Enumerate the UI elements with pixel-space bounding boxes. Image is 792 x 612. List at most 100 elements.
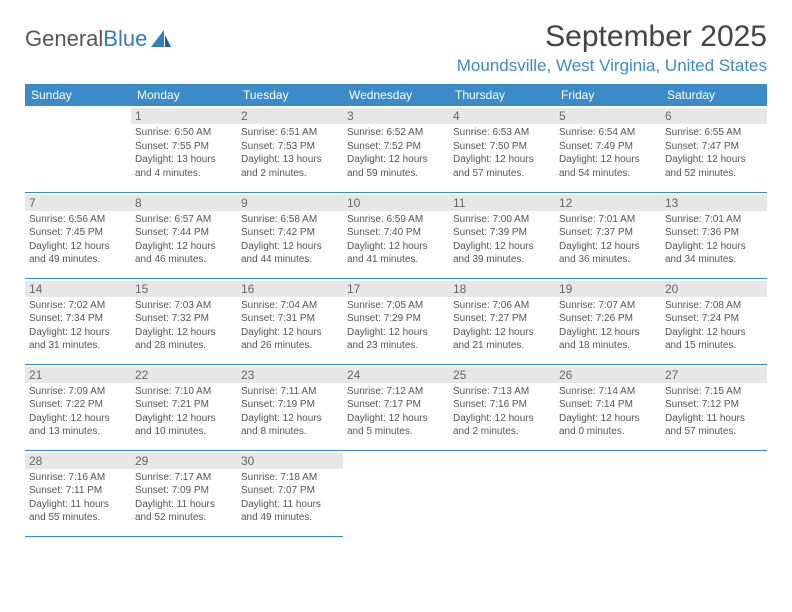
sunrise-text: Sunrise: 6:58 AM [241, 213, 339, 227]
sunrise-text: Sunrise: 6:54 AM [559, 126, 657, 140]
sunset-text: Sunset: 7:27 PM [453, 312, 551, 326]
daylight-text: and 57 minutes. [453, 167, 551, 181]
sunset-text: Sunset: 7:42 PM [241, 226, 339, 240]
sunset-text: Sunset: 7:26 PM [559, 312, 657, 326]
daylight-text: and 13 minutes. [29, 425, 127, 439]
day-number: 22 [131, 367, 237, 383]
daylight-text: and 31 minutes. [29, 339, 127, 353]
daylight-text: and 10 minutes. [135, 425, 233, 439]
daylight-text: and 2 minutes. [453, 425, 551, 439]
daylight-text: and 18 minutes. [559, 339, 657, 353]
sunrise-text: Sunrise: 7:02 AM [29, 299, 127, 313]
calendar-week-row: 21Sunrise: 7:09 AMSunset: 7:22 PMDayligh… [25, 364, 767, 450]
daylight-text: Daylight: 12 hours [29, 240, 127, 254]
calendar-week-row: 1Sunrise: 6:50 AMSunset: 7:55 PMDaylight… [25, 106, 767, 192]
daylight-text: Daylight: 12 hours [559, 326, 657, 340]
sunset-text: Sunset: 7:12 PM [665, 398, 763, 412]
daylight-text: and 28 minutes. [135, 339, 233, 353]
daylight-text: Daylight: 12 hours [241, 412, 339, 426]
calendar-week-row: 7Sunrise: 6:56 AMSunset: 7:45 PMDaylight… [25, 192, 767, 278]
daylight-text: and 49 minutes. [241, 511, 339, 525]
day-number: 27 [661, 367, 767, 383]
day-number: 4 [449, 108, 555, 124]
sunrise-text: Sunrise: 7:16 AM [29, 471, 127, 485]
logo-sail-icon [151, 30, 171, 48]
calendar-week-row: 28Sunrise: 7:16 AMSunset: 7:11 PMDayligh… [25, 450, 767, 536]
sunrise-text: Sunrise: 7:15 AM [665, 385, 763, 399]
sunrise-text: Sunrise: 6:59 AM [347, 213, 445, 227]
daylight-text: and 44 minutes. [241, 253, 339, 267]
day-header: Sunday [25, 84, 131, 106]
day-number: 21 [25, 367, 131, 383]
brand-logo: GeneralBlue [25, 20, 171, 52]
day-number: 9 [237, 195, 343, 211]
daylight-text: Daylight: 13 hours [241, 153, 339, 167]
month-title: September 2025 [457, 20, 767, 54]
calendar-cell: 15Sunrise: 7:03 AMSunset: 7:32 PMDayligh… [131, 278, 237, 364]
day-header: Thursday [449, 84, 555, 106]
sunrise-text: Sunrise: 7:05 AM [347, 299, 445, 313]
day-number: 11 [449, 195, 555, 211]
brand-part2: Blue [103, 26, 147, 51]
calendar-week-row: 14 Sunrise: 7:02 AMSunset: 7:34 PM Dayligh… [25, 278, 767, 364]
daylight-text: Daylight: 12 hours [559, 153, 657, 167]
sunset-text: Sunset: 7:19 PM [241, 398, 339, 412]
daylight-text: Daylight: 12 hours [135, 326, 233, 340]
daylight-text: Daylight: 12 hours [347, 240, 445, 254]
day-number: 7 [25, 195, 131, 211]
sunrise-text: Sunrise: 7:01 AM [665, 213, 763, 227]
day-number: 17 [343, 281, 449, 297]
sunset-text: Sunset: 7:24 PM [665, 312, 763, 326]
sunrise-text: Sunrise: 6:56 AM [29, 213, 127, 227]
sunrise-text: Sunrise: 7:18 AM [241, 471, 339, 485]
daylight-text: and 34 minutes. [665, 253, 763, 267]
calendar-cell: 16Sunrise: 7:04 AMSunset: 7:31 PMDayligh… [237, 278, 343, 364]
calendar-cell: 27Sunrise: 7:15 AMSunset: 7:12 PMDayligh… [661, 364, 767, 450]
daylight-text: Daylight: 12 hours [665, 240, 763, 254]
day-number: 24 [343, 367, 449, 383]
day-header-row: Sunday Monday Tuesday Wednesday Thursday… [25, 84, 767, 106]
calendar-cell: 10Sunrise: 6:59 AMSunset: 7:40 PMDayligh… [343, 192, 449, 278]
day-number: 6 [661, 108, 767, 124]
day-number: 18 [449, 281, 555, 297]
calendar-cell: 18Sunrise: 7:06 AMSunset: 7:27 PMDayligh… [449, 278, 555, 364]
calendar-cell: 30Sunrise: 7:18 AMSunset: 7:07 PMDayligh… [237, 450, 343, 536]
calendar-cell: 11Sunrise: 7:00 AMSunset: 7:39 PMDayligh… [449, 192, 555, 278]
sunset-text: Sunset: 7:49 PM [559, 140, 657, 154]
sunrise-text: Sunrise: 7:07 AM [559, 299, 657, 313]
sunset-text: Sunset: 7:44 PM [135, 226, 233, 240]
sunrise-text: Sunrise: 7:09 AM [29, 385, 127, 399]
calendar-cell: 5Sunrise: 6:54 AMSunset: 7:49 PMDaylight… [555, 106, 661, 192]
brand-part1: General [25, 26, 103, 51]
day-number: 25 [449, 367, 555, 383]
day-number: 16 [237, 281, 343, 297]
calendar-cell: 24Sunrise: 7:12 AMSunset: 7:17 PMDayligh… [343, 364, 449, 450]
sunset-text: Sunset: 7:39 PM [453, 226, 551, 240]
day-header: Wednesday [343, 84, 449, 106]
calendar-cell [555, 450, 661, 536]
sunrise-text: Sunrise: 7:08 AM [665, 299, 763, 313]
daylight-text: and 0 minutes. [559, 425, 657, 439]
sunrise-text: Sunrise: 7:11 AM [241, 385, 339, 399]
daylight-text: and 26 minutes. [241, 339, 339, 353]
calendar-cell: 7Sunrise: 6:56 AMSunset: 7:45 PMDaylight… [25, 192, 131, 278]
daylight-text: and 54 minutes. [559, 167, 657, 181]
daylight-text: Daylight: 11 hours [241, 498, 339, 512]
sunset-text: Sunset: 7:40 PM [347, 226, 445, 240]
sunrise-text: Sunrise: 6:52 AM [347, 126, 445, 140]
daylight-text: and 52 minutes. [665, 167, 763, 181]
daylight-text: Daylight: 12 hours [347, 412, 445, 426]
calendar-cell: 23Sunrise: 7:11 AMSunset: 7:19 PMDayligh… [237, 364, 343, 450]
sunset-text: Sunset: 7:32 PM [135, 312, 233, 326]
daylight-text: Daylight: 12 hours [665, 326, 763, 340]
calendar-cell [449, 450, 555, 536]
sunset-text: Sunset: 7:11 PM [29, 484, 127, 498]
calendar-cell: 4Sunrise: 6:53 AMSunset: 7:50 PMDaylight… [449, 106, 555, 192]
daylight-text: and 57 minutes. [665, 425, 763, 439]
daylight-text: and 36 minutes. [559, 253, 657, 267]
calendar-cell: 17Sunrise: 7:05 AMSunset: 7:29 PMDayligh… [343, 278, 449, 364]
day-number: 14 [25, 281, 131, 297]
sunset-text: Sunset: 7:34 PM [29, 312, 127, 326]
day-number: 13 [661, 195, 767, 211]
sunset-text: Sunset: 7:36 PM [665, 226, 763, 240]
